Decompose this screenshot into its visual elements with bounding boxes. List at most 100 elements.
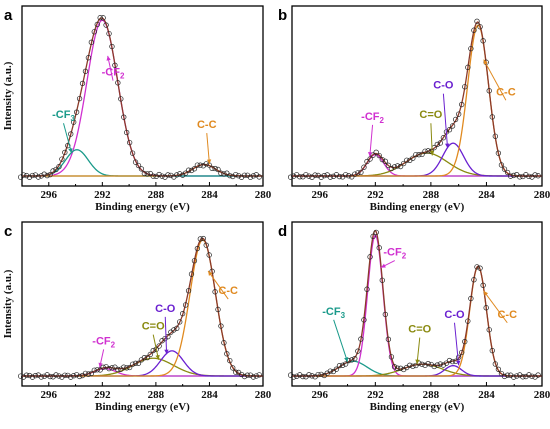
data-point <box>82 68 89 74</box>
data-point <box>100 364 106 370</box>
data-point <box>91 367 97 373</box>
data-point <box>416 152 422 158</box>
data-point <box>523 172 529 178</box>
component-peak <box>22 350 263 377</box>
data-point <box>419 361 425 367</box>
x-tick-label: 288 <box>148 389 165 401</box>
data-point <box>425 148 431 154</box>
data-point <box>526 173 532 180</box>
data-point <box>168 172 174 179</box>
data-point <box>434 141 440 148</box>
data-point <box>18 373 24 379</box>
data-point <box>97 367 103 373</box>
annotation-arrowhead <box>445 143 450 149</box>
x-tick-label: 292 <box>94 189 111 201</box>
y-axis-label: Intensity (a.u.) <box>2 61 14 130</box>
data-point <box>141 355 148 361</box>
annotation-arrow <box>333 319 349 363</box>
data-point <box>483 305 489 311</box>
data-point <box>153 173 159 179</box>
fitted-envelope <box>22 17 263 177</box>
data-point <box>336 173 343 180</box>
data-point <box>103 364 109 370</box>
data-point <box>233 369 239 375</box>
data-point <box>182 170 189 176</box>
data-point <box>26 372 33 379</box>
x-tick-label: 280 <box>255 189 272 201</box>
peak-label: C-C <box>497 309 517 321</box>
annotation-arrowhead <box>483 290 489 296</box>
peak-label: C=O <box>142 321 165 333</box>
component-peak <box>292 265 542 377</box>
data-point <box>446 127 453 133</box>
annotation-arrowhead <box>98 362 103 368</box>
data-point <box>32 373 39 379</box>
data-point <box>465 64 471 70</box>
x-tick-label: 280 <box>255 389 272 401</box>
data-point <box>489 114 495 120</box>
data-point <box>397 365 404 371</box>
data-point <box>370 233 376 239</box>
data-point <box>468 45 474 52</box>
x-tick-label: 288 <box>423 389 440 401</box>
data-point <box>241 373 248 380</box>
data-point <box>355 170 361 176</box>
data-point <box>379 277 385 283</box>
annotation-arrowhead <box>344 356 349 362</box>
peak-label: -CF2 <box>92 335 115 349</box>
data-point <box>465 318 471 324</box>
data-point <box>141 170 148 177</box>
x-tick-label: 296 <box>41 389 58 401</box>
data-point <box>227 172 233 179</box>
annotation-arrowhead <box>68 148 73 154</box>
data-point <box>247 174 254 180</box>
data-point <box>126 364 133 371</box>
data-point <box>144 354 150 361</box>
peak-label: C=O <box>408 324 431 336</box>
data-point <box>126 139 133 146</box>
data-point <box>197 162 203 168</box>
data-point <box>200 235 206 242</box>
data-point <box>212 289 218 295</box>
data-point <box>76 95 83 102</box>
data-point <box>188 167 195 174</box>
peak-label: C-O <box>433 80 454 92</box>
data-point <box>291 173 297 179</box>
data-point <box>68 374 74 380</box>
data-point <box>23 172 30 179</box>
data-point <box>121 364 127 370</box>
data-point <box>401 160 407 167</box>
data-point <box>215 166 221 173</box>
x-tick-label: 288 <box>148 189 165 201</box>
peak-label: C=O <box>419 109 442 121</box>
data-point <box>53 372 59 378</box>
data-point <box>492 361 498 367</box>
data-point <box>449 123 456 129</box>
data-point <box>349 174 355 180</box>
data-point <box>150 173 156 179</box>
data-point <box>97 15 103 21</box>
data-point <box>379 156 385 163</box>
data-point <box>23 372 30 378</box>
data-point <box>65 372 71 379</box>
data-point <box>471 27 477 33</box>
y-axis-label: Intensity (a.u.) <box>2 269 14 338</box>
data-point <box>422 148 428 154</box>
data-point <box>404 157 410 163</box>
data-point <box>456 354 462 360</box>
data-point <box>124 365 130 371</box>
data-point <box>477 265 483 271</box>
data-point <box>330 173 337 179</box>
data-point <box>511 172 517 179</box>
data-point <box>209 165 215 172</box>
data-point <box>333 366 340 372</box>
data-point <box>297 372 303 378</box>
data-point <box>56 164 62 170</box>
data-point <box>156 343 162 349</box>
x-axis-label: Binding energy (eV) <box>95 401 190 413</box>
x-tick-label: 280 <box>534 189 550 201</box>
data-point <box>218 323 224 329</box>
data-point <box>437 140 443 146</box>
x-tick-label: 284 <box>478 189 495 201</box>
x-axis-label: Binding energy (eV) <box>370 401 465 413</box>
